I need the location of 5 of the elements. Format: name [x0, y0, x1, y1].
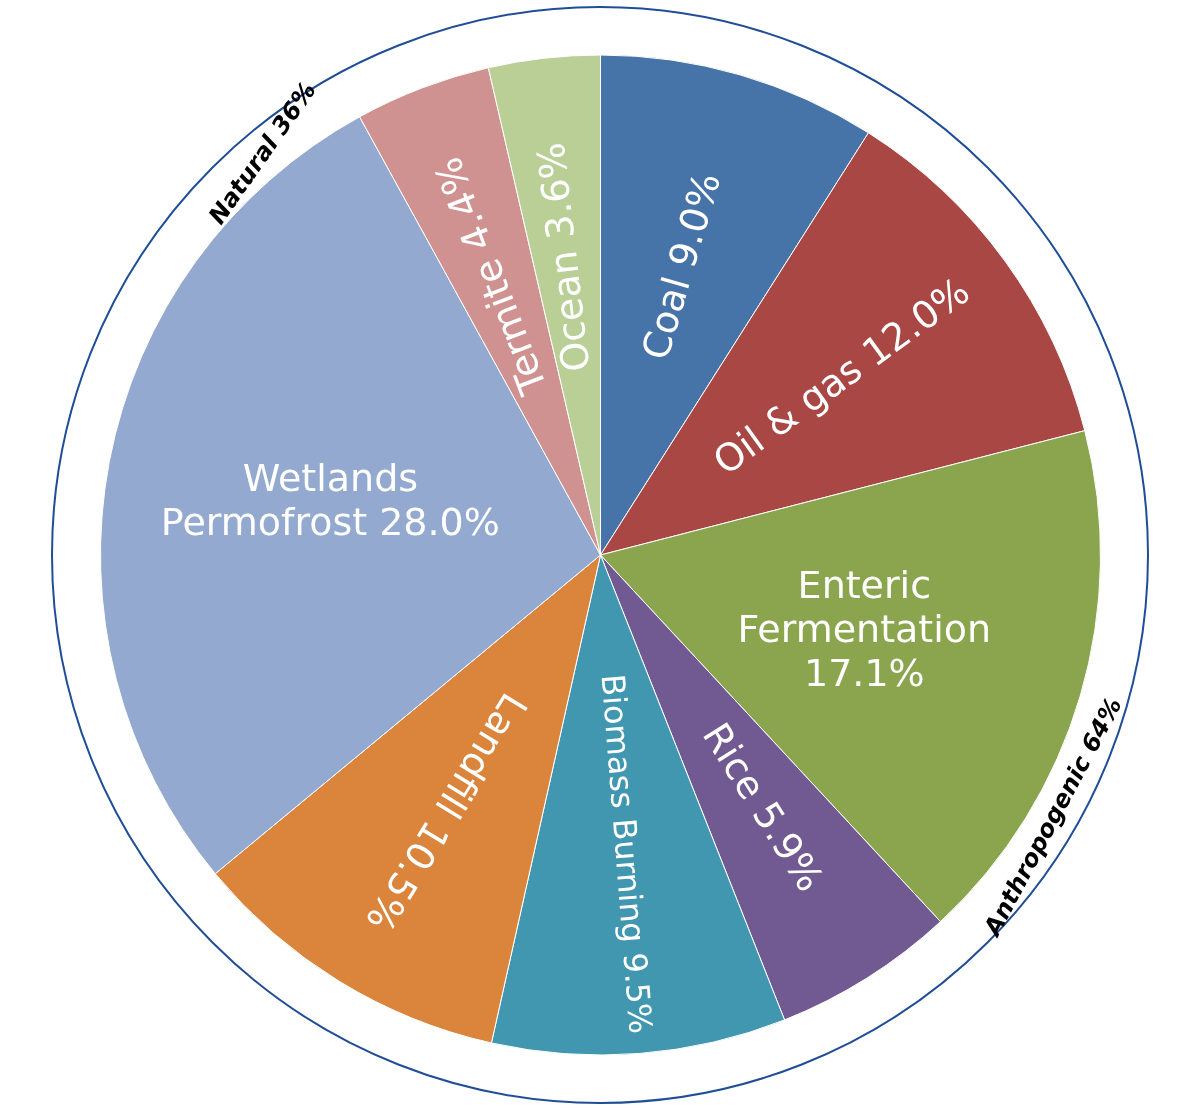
slice-label: Enteric Fermentation [737, 563, 992, 652]
slice-label: Coal 9.0% [633, 167, 730, 365]
slice-label: Biomass Burning 9.5% [593, 672, 660, 1036]
slice-label: Wetlands Permofrost 28.0% [160, 456, 500, 545]
data-label: 17.1% [803, 651, 925, 696]
